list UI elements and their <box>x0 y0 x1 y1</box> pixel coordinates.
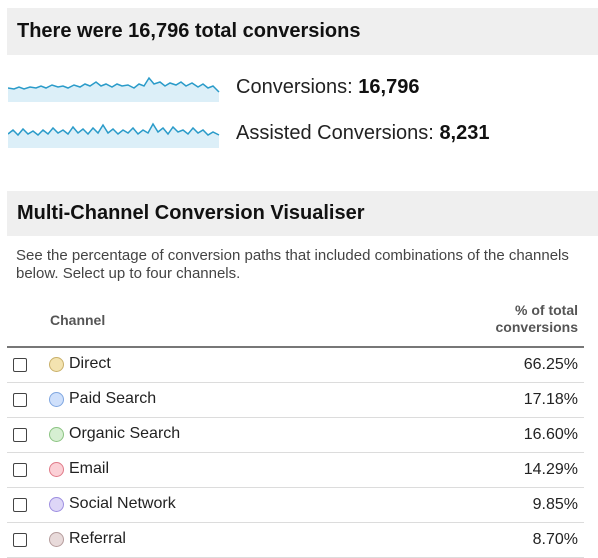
table-row: Social Network 9.85% <box>7 488 584 523</box>
table-row: Paid Search 17.18% <box>7 383 584 418</box>
assisted-conversions-text: Assisted Conversions: 8,231 <box>236 122 490 145</box>
channel-table: Channel % of total conversions Direct 66.… <box>7 300 584 558</box>
table-row: Organic Search 16.60% <box>7 418 584 453</box>
visualiser-description: See the percentage of conversion paths t… <box>16 247 569 282</box>
channel-checkbox[interactable] <box>13 533 27 547</box>
channel-percent: 66.25% <box>523 356 578 373</box>
assisted-conversions-value: 8,231 <box>439 121 490 144</box>
percent-header-line1: % of total <box>515 302 578 318</box>
channel-checkbox[interactable] <box>13 358 27 372</box>
channel-checkbox[interactable] <box>13 463 27 477</box>
channel-name: Direct <box>69 355 111 372</box>
channel-name: Paid Search <box>69 390 157 407</box>
channel-checkbox[interactable] <box>13 498 27 512</box>
channel-color-dot-icon <box>49 532 64 547</box>
visualiser-title: Multi-Channel Conversion Visualiser <box>17 202 365 224</box>
conversions-text: Conversions: 16,796 <box>236 76 419 99</box>
channel-color-dot-icon <box>49 357 64 372</box>
channel-name: Referral <box>69 530 126 547</box>
conversions-label: Conversions: <box>236 75 353 98</box>
table-row: Email 14.29% <box>7 453 584 488</box>
channel-percent: 8.70% <box>532 531 578 548</box>
conversions-value: 16,796 <box>358 75 420 98</box>
summary-header: There were 16,796 total conversions <box>7 8 598 55</box>
conversions-sparkline <box>8 76 220 102</box>
percent-column-header: % of total conversions <box>496 302 578 336</box>
percent-header-line2: conversions <box>495 319 578 335</box>
channel-checkbox[interactable] <box>13 428 27 442</box>
table-body: Direct 66.25% Paid Search 17.18% Organic Sea… <box>7 348 584 558</box>
channel-name: Social Network <box>69 495 176 512</box>
channel-checkbox[interactable] <box>13 393 27 407</box>
table-row: Referral 8.70% <box>7 523 584 558</box>
channel-color-dot-icon <box>49 427 64 442</box>
channel-percent: 14.29% <box>523 461 578 478</box>
channel-percent: 17.18% <box>523 391 578 408</box>
channel-name: Email <box>69 460 110 477</box>
channel-color-dot-icon <box>49 497 64 512</box>
assisted-conversions-metric: Assisted Conversions: 8,231 <box>8 118 490 148</box>
visualiser-header: Multi-Channel Conversion Visualiser <box>7 191 598 236</box>
summary-title: There were 16,796 total conversions <box>17 20 361 42</box>
channel-percent: 9.85% <box>532 496 578 513</box>
channel-color-dot-icon <box>49 462 64 477</box>
channel-percent: 16.60% <box>523 426 578 443</box>
channel-color-dot-icon <box>49 392 64 407</box>
conversions-metric: Conversions: 16,796 <box>8 72 419 102</box>
table-header: Channel % of total conversions <box>7 300 584 348</box>
channel-column-header: Channel <box>50 312 106 328</box>
assisted-conversions-sparkline <box>8 122 220 148</box>
channel-name: Organic Search <box>69 425 181 442</box>
table-row: Direct 66.25% <box>7 348 584 383</box>
assisted-conversions-label: Assisted Conversions: <box>236 121 434 144</box>
